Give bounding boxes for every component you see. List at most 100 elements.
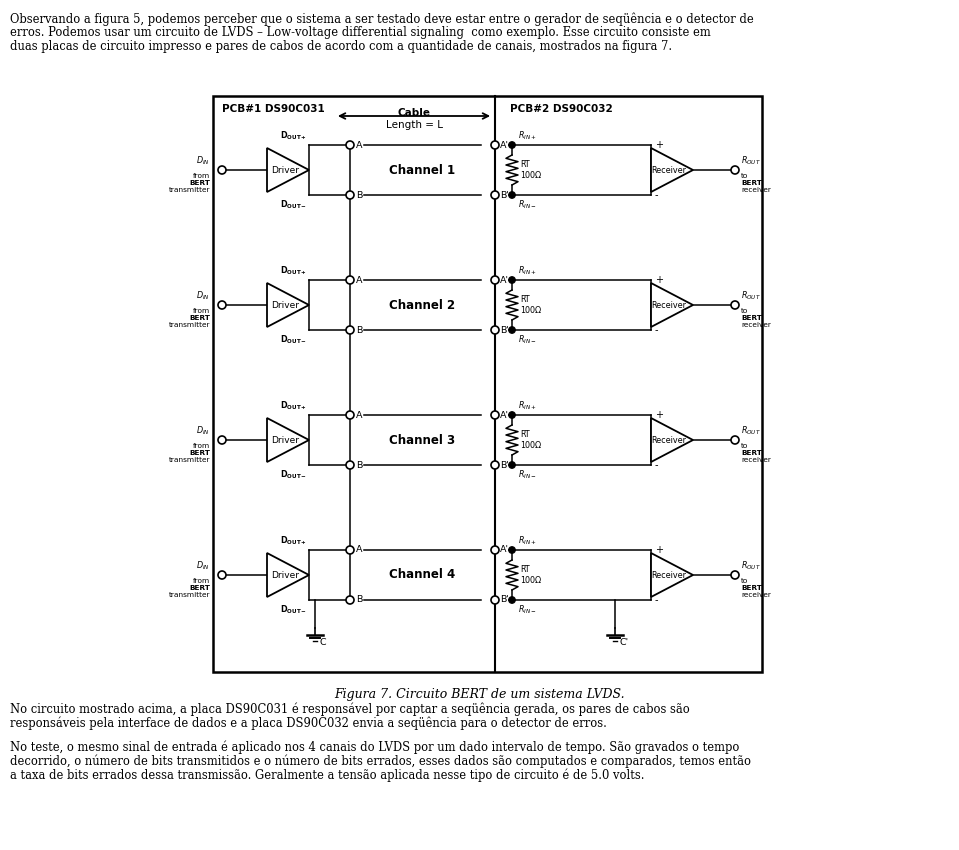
Text: to: to — [741, 173, 748, 179]
Text: $\mathbf{D_{OUT-}}$: $\mathbf{D_{OUT-}}$ — [280, 603, 307, 615]
Text: BERT: BERT — [189, 585, 210, 591]
Text: decorrido, o número de bits transmitidos e o número de bits errados, esses dados: decorrido, o número de bits transmitidos… — [10, 754, 751, 768]
Text: Receiver: Receiver — [652, 435, 687, 445]
Circle shape — [731, 436, 739, 444]
Polygon shape — [651, 148, 693, 192]
Polygon shape — [651, 418, 693, 462]
Text: A': A' — [500, 140, 509, 150]
Text: No teste, o mesmo sinal de entrada é aplicado nos 4 canais do LVDS por um dado i: No teste, o mesmo sinal de entrada é apl… — [10, 740, 739, 753]
Text: Channel 2: Channel 2 — [389, 298, 456, 311]
Polygon shape — [267, 553, 309, 597]
Text: receiver: receiver — [741, 457, 771, 463]
Text: B': B' — [500, 190, 509, 200]
Text: Driver: Driver — [271, 570, 299, 580]
Circle shape — [509, 277, 515, 283]
Text: $R_{OUT}$: $R_{OUT}$ — [741, 559, 760, 572]
Text: transmitter: transmitter — [169, 592, 210, 598]
Circle shape — [346, 596, 354, 604]
Text: B': B' — [500, 596, 509, 604]
Text: Receiver: Receiver — [652, 166, 687, 174]
Text: $\mathbf{D_{OUT-}}$: $\mathbf{D_{OUT-}}$ — [280, 198, 307, 211]
Circle shape — [491, 141, 499, 149]
Bar — [213, 96, 762, 672]
Text: receiver: receiver — [741, 187, 771, 193]
Text: to: to — [741, 443, 748, 449]
Text: Figura 7. Circuito BERT de um sistema LVDS.: Figura 7. Circuito BERT de um sistema LV… — [335, 688, 625, 701]
Circle shape — [491, 411, 499, 419]
Text: Driver: Driver — [271, 435, 299, 445]
Text: RT
100Ω: RT 100Ω — [520, 430, 541, 450]
Text: $R_{IN-}$: $R_{IN-}$ — [518, 468, 537, 480]
Circle shape — [218, 571, 226, 579]
Text: transmitter: transmitter — [169, 187, 210, 193]
Text: BERT: BERT — [741, 315, 762, 321]
Text: $R_{IN+}$: $R_{IN+}$ — [518, 129, 537, 142]
Text: $D_{IN}$: $D_{IN}$ — [197, 424, 210, 437]
Text: Driver: Driver — [271, 166, 299, 174]
Text: RT
100Ω: RT 100Ω — [520, 565, 541, 585]
Text: Length = L: Length = L — [386, 120, 442, 130]
Circle shape — [346, 276, 354, 284]
Circle shape — [346, 141, 354, 149]
Text: $D_{IN}$: $D_{IN}$ — [197, 155, 210, 167]
Text: from: from — [193, 443, 210, 449]
Text: receiver: receiver — [741, 592, 771, 598]
Text: $D_{IN}$: $D_{IN}$ — [197, 559, 210, 572]
Circle shape — [509, 192, 515, 198]
Circle shape — [491, 461, 499, 469]
Circle shape — [346, 461, 354, 469]
Text: Channel 4: Channel 4 — [389, 569, 456, 581]
Text: receiver: receiver — [741, 322, 771, 328]
Text: $\mathbf{D_{OUT+}}$: $\mathbf{D_{OUT+}}$ — [280, 400, 307, 412]
Text: $R_{IN+}$: $R_{IN+}$ — [518, 400, 537, 412]
Circle shape — [509, 597, 515, 603]
Text: $\mathbf{D_{OUT+}}$: $\mathbf{D_{OUT+}}$ — [280, 129, 307, 142]
Circle shape — [491, 326, 499, 334]
Text: PCB#2 DS90C032: PCB#2 DS90C032 — [510, 104, 613, 114]
Text: A': A' — [500, 275, 509, 285]
Text: responsáveis pela interface de dados e a placa DS90C032 envia a seqüência para o: responsáveis pela interface de dados e a… — [10, 717, 607, 730]
Text: Driver: Driver — [271, 301, 299, 309]
Text: $R_{OUT}$: $R_{OUT}$ — [741, 290, 760, 302]
Circle shape — [731, 166, 739, 174]
Text: +: + — [655, 545, 663, 555]
Text: $R_{OUT}$: $R_{OUT}$ — [741, 155, 760, 167]
Polygon shape — [267, 283, 309, 327]
Text: $\mathbf{D_{OUT-}}$: $\mathbf{D_{OUT-}}$ — [280, 468, 307, 480]
Text: from: from — [193, 578, 210, 584]
Text: Receiver: Receiver — [652, 301, 687, 309]
Text: RT
100Ω: RT 100Ω — [520, 161, 541, 179]
Text: BERT: BERT — [189, 450, 210, 456]
Text: BERT: BERT — [741, 450, 762, 456]
Circle shape — [218, 166, 226, 174]
Text: A: A — [356, 546, 363, 554]
Text: +: + — [655, 140, 663, 150]
Text: $\mathbf{D_{OUT+}}$: $\mathbf{D_{OUT+}}$ — [280, 535, 307, 547]
Polygon shape — [651, 283, 693, 327]
Circle shape — [346, 411, 354, 419]
Circle shape — [509, 411, 515, 418]
Text: $R_{IN-}$: $R_{IN-}$ — [518, 198, 537, 211]
Text: transmitter: transmitter — [169, 457, 210, 463]
Text: B: B — [356, 596, 363, 604]
Text: No circuito mostrado acima, a placa DS90C031 é responsável por captar a seqüênci: No circuito mostrado acima, a placa DS90… — [10, 703, 690, 717]
Text: Receiver: Receiver — [652, 570, 687, 580]
Text: +: + — [655, 275, 663, 285]
Text: -: - — [655, 325, 659, 335]
Text: A: A — [356, 411, 363, 420]
Text: $R_{IN-}$: $R_{IN-}$ — [518, 333, 537, 345]
Text: from: from — [193, 308, 210, 314]
Text: A: A — [356, 140, 363, 150]
Polygon shape — [267, 418, 309, 462]
Text: Channel 3: Channel 3 — [389, 434, 456, 446]
Text: $\mathbf{D_{OUT-}}$: $\mathbf{D_{OUT-}}$ — [280, 333, 307, 345]
Circle shape — [509, 326, 515, 333]
Circle shape — [491, 596, 499, 604]
Text: B: B — [356, 326, 363, 335]
Circle shape — [491, 276, 499, 284]
Circle shape — [509, 142, 515, 148]
Circle shape — [218, 301, 226, 309]
Circle shape — [346, 191, 354, 199]
Text: B: B — [356, 190, 363, 200]
Text: BERT: BERT — [741, 180, 762, 186]
